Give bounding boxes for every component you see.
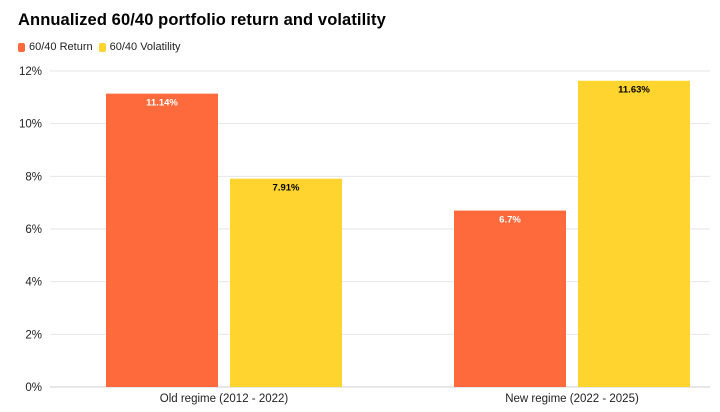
y-tick-label: 0% xyxy=(25,382,42,394)
y-tick-label: 4% xyxy=(25,277,42,289)
bar xyxy=(106,93,218,387)
data-label: 11.14% xyxy=(146,98,178,109)
x-tick-label: New regime (2022 - 2025) xyxy=(505,393,639,405)
legend-item-return: 60/40 Return xyxy=(18,41,93,53)
y-tick-label: 10% xyxy=(19,119,42,131)
legend-swatch-return xyxy=(18,42,25,52)
legend-label-volatility: 60/40 Volatility xyxy=(109,41,181,53)
legend-swatch-volatility xyxy=(98,42,106,52)
data-label: 7.91% xyxy=(273,183,300,194)
bar xyxy=(230,178,342,387)
bar xyxy=(454,210,566,387)
legend-label-return: 60/40 Return xyxy=(29,41,93,53)
data-label: 6.7% xyxy=(499,215,521,226)
chart-title: Annualized 60/40 portfolio return and vo… xyxy=(18,11,386,29)
legend-item-volatility: 60/40 Volatility xyxy=(98,41,181,53)
y-tick-label: 8% xyxy=(25,171,42,183)
bar xyxy=(578,80,690,387)
y-tick-label: 12% xyxy=(19,66,42,78)
y-tick-label: 6% xyxy=(25,224,42,236)
x-tick-label: Old regime (2012 - 2022) xyxy=(160,393,289,405)
y-tick-label: 2% xyxy=(25,329,42,341)
data-label: 11.63% xyxy=(618,85,650,96)
legend: 60/40 Return 60/40 Volatility xyxy=(18,41,187,53)
